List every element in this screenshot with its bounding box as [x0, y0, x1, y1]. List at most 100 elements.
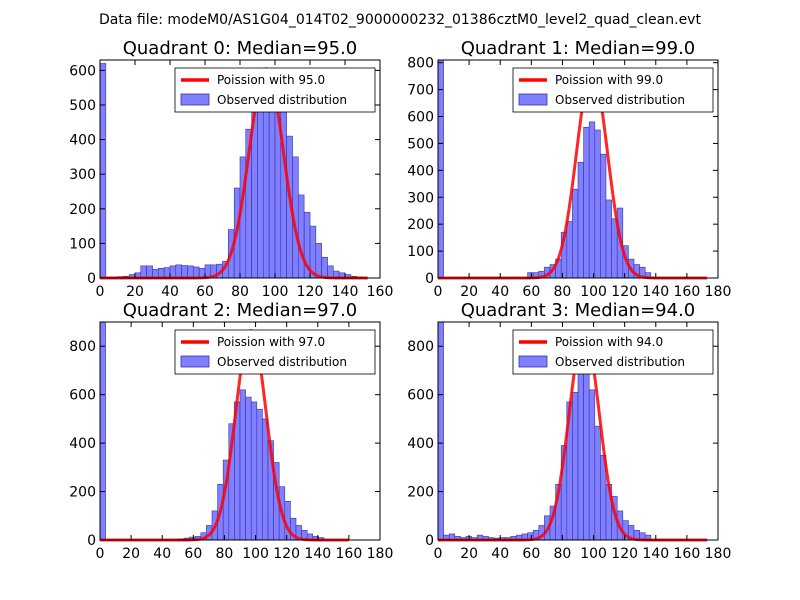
x-tick-label: 40: [161, 284, 179, 300]
y-tick-label: 800: [69, 339, 96, 355]
legend-line-label: Poission with 95.0: [217, 73, 325, 87]
y-tick-label: 600: [407, 388, 434, 404]
histogram-bar: [181, 265, 188, 279]
y-tick-label: 500: [69, 98, 96, 114]
y-tick-label: 400: [69, 436, 96, 452]
x-tick-label: 180: [367, 546, 394, 562]
x-tick-label: 100: [262, 284, 289, 300]
y-tick-label: 400: [407, 436, 434, 452]
y-tick-label: 0: [425, 533, 434, 549]
x-tick-label: 20: [122, 546, 140, 562]
histogram-bar: [572, 188, 579, 279]
x-tick-label: 120: [297, 284, 324, 300]
x-tick-label: 60: [522, 284, 540, 300]
x-tick-label: 140: [642, 546, 669, 562]
histogram-bar: [437, 321, 444, 541]
subplot-1: 0 20 40 60 80 100 120 140 160 1800100200300400500…: [407, 38, 731, 300]
y-tick-label: 800: [407, 339, 434, 355]
histogram-bar: [583, 126, 590, 279]
histogram-bar: [257, 85, 264, 279]
histogram-bar: [245, 396, 252, 541]
histogram-bar: [140, 265, 147, 279]
subplot-title: Quadrant 2: Median=97.0: [123, 300, 358, 321]
histogram-bar: [192, 266, 200, 279]
histogram-bar: [594, 129, 601, 279]
legend-bar-swatch: [180, 355, 210, 368]
subplot-2: 0 20 40 60 80 100 120 140 160 180 0 200 400 600 800 Qua…: [69, 300, 393, 562]
x-tick-label: 20: [460, 284, 478, 300]
subplot-0: 0 20 40 60 80 100 120 140 160 0 100 200 300 400 500 600…: [69, 38, 393, 300]
x-tick-label: 40: [153, 546, 171, 562]
y-tick-label: 600: [407, 110, 434, 126]
x-tick-label: 0: [96, 284, 105, 300]
histogram-bar: [588, 389, 596, 541]
histogram-bar: [577, 365, 584, 541]
x-tick-label: 140: [642, 284, 669, 300]
x-tick-label: 60: [184, 546, 202, 562]
y-tick-label: 400: [69, 133, 96, 149]
x-tick-label: 140: [304, 546, 331, 562]
x-tick-label: 100: [580, 284, 607, 300]
x-tick-label: 120: [273, 546, 300, 562]
legend-line-label: Poission with 99.0: [555, 73, 663, 87]
suptitle: Data file: modeM0/AS1G04_014T02_90000002…: [99, 12, 701, 28]
histogram-bar: [250, 401, 258, 541]
x-tick-label: 120: [611, 284, 638, 300]
y-tick-label: 200: [69, 202, 96, 218]
histogram-bar: [605, 199, 612, 279]
x-tick-label: 0: [434, 546, 443, 562]
histogram-bar: [600, 153, 607, 279]
x-tick-label: 20: [126, 284, 144, 300]
subplot-title: Quadrant 0: Median=95.0: [123, 38, 358, 59]
y-tick-label: 400: [407, 163, 434, 179]
histogram-bar: [583, 370, 590, 541]
histogram-bar: [99, 63, 107, 279]
x-tick-label: 80: [554, 284, 572, 300]
histogram-bar: [239, 389, 246, 541]
legend-bar-label: Observed distribution: [217, 93, 347, 107]
histogram-bar: [321, 256, 328, 279]
histogram-bar: [175, 264, 182, 279]
x-tick-label: 100: [580, 546, 607, 562]
x-tick-label: 80: [216, 546, 234, 562]
axes-frame: [437, 59, 719, 279]
x-tick-label: 100: [242, 546, 269, 562]
x-tick-label: 140: [332, 284, 359, 300]
histogram-bar: [163, 267, 171, 279]
histogram-bar: [611, 218, 618, 279]
y-tick-label: 800: [407, 56, 434, 72]
legend-bar-label: Observed distribution: [555, 93, 685, 107]
x-tick-label: 80: [554, 546, 572, 562]
legend-line-label: Poission with 97.0: [217, 335, 325, 349]
x-tick-label: 160: [674, 546, 701, 562]
histogram-bar: [262, 418, 269, 541]
legend-bar-swatch: [518, 355, 548, 368]
y-tick-label: 700: [407, 83, 434, 99]
x-tick-label: 160: [367, 284, 394, 300]
subplot-title: Quadrant 3: Median=94.0: [461, 300, 696, 321]
histogram-bar: [169, 265, 177, 279]
y-tick-label: 0: [87, 271, 96, 287]
y-tick-label: 0: [87, 533, 96, 549]
y-tick-label: 500: [407, 136, 434, 152]
x-tick-label: 20: [460, 546, 478, 562]
x-tick-label: 180: [705, 284, 732, 300]
legend-bar-swatch: [518, 93, 548, 106]
histogram-bar: [572, 391, 579, 541]
x-tick-label: 180: [705, 546, 732, 562]
histogram-bar: [566, 221, 573, 279]
x-tick-label: 160: [336, 546, 363, 562]
histogram-bar: [187, 265, 194, 279]
y-tick-label: 300: [407, 190, 434, 206]
legend-bar-label: Observed distribution: [555, 355, 685, 369]
histogram-bar: [99, 321, 106, 541]
histogram-bar: [594, 425, 601, 541]
x-tick-label: 40: [491, 284, 509, 300]
subplot-3: 0 20 40 60 80 100 120 140 160 180 0 200 400 600 800 Qua…: [407, 300, 731, 562]
y-tick-label: 600: [69, 63, 96, 79]
y-tick-label: 600: [69, 388, 96, 404]
x-tick-label: 60: [522, 546, 540, 562]
x-tick-label: 40: [491, 546, 509, 562]
histogram-bar: [315, 243, 322, 279]
